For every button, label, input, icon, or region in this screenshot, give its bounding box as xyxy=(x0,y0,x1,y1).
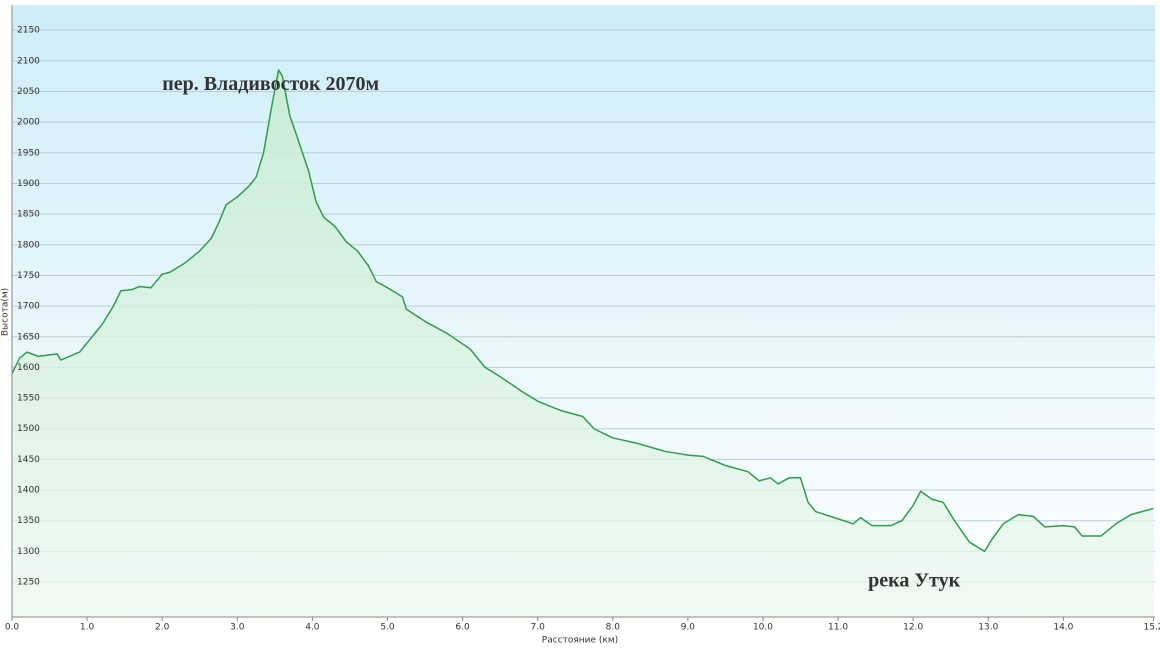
x-tick-label: 1.0 xyxy=(80,623,95,633)
y-tick-label: 2150 xyxy=(17,26,40,36)
x-axis-label: Расстояние (км) xyxy=(542,636,618,646)
y-tick-label: 1350 xyxy=(17,516,40,526)
x-tick-label: 2.0 xyxy=(155,623,170,633)
y-tick-label: 1950 xyxy=(17,148,40,158)
y-tick-label: 1700 xyxy=(17,302,40,312)
x-tick-label: 12.0 xyxy=(903,623,923,633)
y-tick-label: 1600 xyxy=(17,363,40,373)
x-tick-label: 15.2 xyxy=(1143,623,1160,633)
elevation-line xyxy=(11,69,1154,553)
area-fill xyxy=(12,70,1154,617)
y-tick-label: 2100 xyxy=(17,56,40,66)
y-tick-label: 1450 xyxy=(17,455,40,465)
x-tick-label: 13.0 xyxy=(978,623,998,633)
y-tick-label: 1750 xyxy=(17,271,40,281)
x-tick-label: 8.0 xyxy=(606,623,621,633)
y-tick-label: 1500 xyxy=(17,424,40,434)
y-tick-label: 1550 xyxy=(17,394,40,404)
y-tick-label: 1850 xyxy=(17,210,40,220)
x-tick-label: 4.0 xyxy=(305,623,320,633)
y-tick-label: 1800 xyxy=(17,240,40,250)
annotation: река Утук xyxy=(868,570,960,592)
y-tick-label: 2000 xyxy=(17,118,40,128)
x-tick-label: 10.0 xyxy=(753,623,773,633)
x-tick-label: 11.0 xyxy=(828,623,848,633)
x-tick-label: 14.0 xyxy=(1053,623,1073,633)
annotation: пер. Владивосток 2070м xyxy=(162,73,379,95)
x-tick-label: 6.0 xyxy=(455,623,470,633)
y-tick-label: 2050 xyxy=(17,87,40,97)
x-tick-label: 0.0 xyxy=(5,623,20,633)
x-tick-label: 5.0 xyxy=(380,623,395,633)
marks xyxy=(11,69,1154,617)
x-tick-label: 7.0 xyxy=(531,623,546,633)
x-tick-label: 3.0 xyxy=(230,623,245,633)
y-tick-label: 1400 xyxy=(17,486,40,496)
y-tick-label: 1900 xyxy=(17,179,40,189)
x-tick-label: 9.0 xyxy=(681,623,696,633)
y-tick-label: 1300 xyxy=(17,547,40,557)
y-tick-label: 1650 xyxy=(17,332,40,342)
y-axis-label: Высота(м) xyxy=(1,288,11,336)
y-tick-label: 1250 xyxy=(17,578,40,588)
